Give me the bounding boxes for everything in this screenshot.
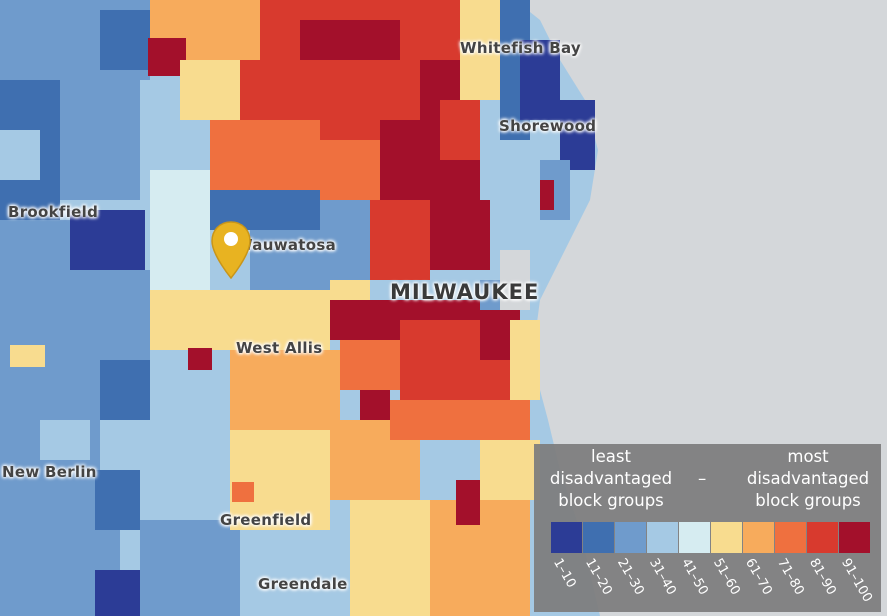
label-new-berlin: New Berlin (2, 463, 97, 481)
legend-swatch (839, 522, 870, 553)
legend-bin-label: 41–50 (678, 556, 711, 598)
legend-swatch (775, 522, 806, 553)
label-milwaukee: MILWAUKEE (390, 280, 540, 304)
legend-swatch (583, 522, 614, 553)
legend-least-label: least disadvantaged block groups (549, 447, 673, 510)
legend-bin-label: 91–100 (838, 556, 875, 605)
map-pin-icon[interactable] (209, 220, 253, 282)
legend-bin-label: 81–90 (806, 556, 839, 598)
legend-bin-label: 61–70 (742, 556, 775, 598)
label-west-allis: West Allis (236, 339, 323, 357)
legend-swatch (807, 522, 838, 553)
legend-swatch (647, 522, 678, 553)
legend-separator: – (698, 469, 707, 488)
block-groups-west (0, 0, 240, 616)
label-greenfield: Greenfield (220, 511, 312, 529)
legend-swatch (551, 522, 582, 553)
legend-bin-label: 11–20 (582, 556, 615, 598)
label-whitefish-bay: Whitefish Bay (460, 39, 581, 57)
label-wauwatosa: Wauwatosa (236, 236, 337, 254)
legend-bin-label: 71–80 (774, 556, 807, 598)
block-groups-north-side (260, 0, 595, 280)
legend-swatch (743, 522, 774, 553)
legend-bin-labels: 1–10 11–20 21–30 31–40 41–50 51–60 61–70 71–80 8… (550, 556, 881, 612)
legend-swatch (679, 522, 710, 553)
block-groups-south-side (330, 280, 540, 500)
legend-bin-label: 51–60 (710, 556, 743, 598)
legend-swatch (711, 522, 742, 553)
map-legend: least disadvantaged block groups – most … (534, 444, 881, 612)
label-brookfield: Brookfield (8, 203, 99, 221)
legend-color-scale (551, 522, 871, 553)
block-groups-central (148, 0, 530, 616)
label-shorewood: Shorewood (499, 117, 597, 135)
legend-bin-label: 21–30 (614, 556, 647, 598)
legend-bin-label: 31–40 (646, 556, 679, 598)
harbor-area (500, 250, 530, 310)
legend-bin-label: 1–10 (550, 556, 579, 591)
legend-swatch (615, 522, 646, 553)
label-greendale: Greendale (258, 575, 348, 593)
legend-most-label: most disadvantaged block groups (746, 447, 870, 510)
